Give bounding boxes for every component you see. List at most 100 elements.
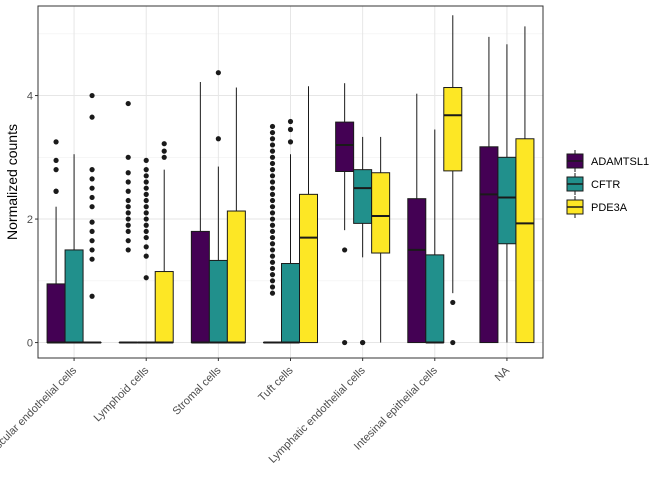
- outlier-point: [269, 228, 276, 235]
- x-tick-label: Tuft cells: [256, 364, 296, 404]
- outlier-point: [269, 210, 276, 216]
- outlier-point: [269, 234, 276, 241]
- box-group: [136, 157, 156, 344]
- outlier-point: [269, 241, 276, 247]
- box-group: [226, 87, 246, 344]
- outlier-point: [287, 118, 294, 125]
- x-tick-label: Lymphoid cells: [92, 364, 152, 424]
- outlier-point: [269, 197, 276, 204]
- x-tick-label: NA: [493, 364, 513, 384]
- outlier-point: [143, 244, 149, 250]
- box-group: [425, 129, 445, 344]
- box: [497, 156, 517, 245]
- outlier-point: [143, 204, 149, 210]
- outlier-point: [269, 142, 276, 148]
- box-group: [299, 86, 318, 344]
- outlier-point: [143, 191, 149, 197]
- box-group: [497, 44, 517, 343]
- box: [407, 198, 427, 344]
- outlier-point: [143, 197, 149, 204]
- outlier-point: [125, 204, 131, 210]
- box: [479, 146, 499, 344]
- box-group: [371, 136, 391, 343]
- box-group: [190, 81, 210, 344]
- legend-label: CFTR: [591, 179, 620, 191]
- box-group: [407, 93, 427, 344]
- outlier-point: [269, 204, 276, 210]
- x-axis: Vascular endothelial cells Lymphoid cells…: [0, 358, 513, 466]
- outlier-point: [143, 228, 149, 235]
- box-group: [263, 123, 282, 344]
- outlier-point: [269, 290, 276, 296]
- outlier-point: [143, 222, 149, 228]
- outlier-point: [125, 188, 131, 194]
- outlier-point: [287, 139, 294, 145]
- box: [353, 169, 373, 224]
- y-axis: 0 2 4: [27, 91, 38, 350]
- x-tick-label: Intesinal epithelial cells: [352, 364, 440, 452]
- box-group: [479, 36, 499, 344]
- outlier-point: [89, 167, 95, 173]
- box-group: [82, 92, 102, 344]
- box: [443, 87, 463, 172]
- outlier-point: [89, 194, 95, 201]
- legend-label: ADAMTSL1: [591, 156, 649, 168]
- y-tick-label: 4: [27, 91, 33, 103]
- outlier-point: [269, 123, 276, 130]
- outlier-point: [269, 185, 276, 191]
- box: [299, 193, 318, 344]
- box: [371, 172, 391, 254]
- outlier-point: [143, 185, 149, 191]
- outlier-point: [450, 339, 456, 346]
- outlier-point: [269, 136, 276, 142]
- box: [190, 230, 210, 344]
- outlier-point: [269, 173, 276, 179]
- outlier-point: [269, 216, 276, 222]
- box-group: [335, 83, 355, 346]
- box-group: [443, 15, 463, 346]
- box-group: [208, 70, 228, 344]
- outlier-point: [161, 148, 167, 154]
- outlier-point: [143, 179, 149, 185]
- box: [226, 210, 246, 344]
- box-group: [154, 141, 174, 344]
- outlier-point: [125, 197, 131, 204]
- outlier-point: [125, 179, 131, 185]
- outlier-point: [450, 299, 456, 306]
- outlier-point: [53, 167, 59, 173]
- outlier-point: [53, 157, 59, 163]
- box: [335, 121, 355, 173]
- outlier-point: [269, 129, 276, 136]
- outlier-point: [89, 219, 95, 225]
- outlier-point: [269, 259, 276, 265]
- outlier-point: [125, 210, 131, 216]
- outlier-point: [269, 179, 276, 185]
- outlier-point: [125, 100, 131, 107]
- outlier-point: [269, 222, 276, 228]
- outlier-point: [89, 185, 95, 191]
- outlier-point: [269, 265, 276, 272]
- outlier-point: [125, 216, 131, 222]
- outlier-point: [161, 154, 167, 160]
- legend-item: ADAMTSL1: [566, 150, 649, 172]
- outlier-point: [360, 339, 366, 346]
- outlier-point: [53, 139, 59, 145]
- outlier-point: [215, 70, 221, 76]
- outlier-point: [143, 253, 149, 259]
- box-plots: [46, 15, 535, 346]
- outlier-point: [269, 284, 276, 290]
- outlier-point: [125, 154, 131, 160]
- outlier-point: [269, 154, 276, 160]
- outlier-point: [143, 157, 149, 163]
- outlier-point: [125, 170, 131, 176]
- outlier-point: [89, 92, 95, 99]
- box: [425, 254, 445, 344]
- box: [154, 271, 174, 344]
- legend-item: CFTR: [566, 173, 620, 195]
- outlier-point: [269, 148, 276, 154]
- outlier-point: [143, 173, 149, 179]
- outlier-point: [143, 167, 149, 173]
- outlier-point: [215, 136, 221, 142]
- outlier-point: [125, 238, 131, 244]
